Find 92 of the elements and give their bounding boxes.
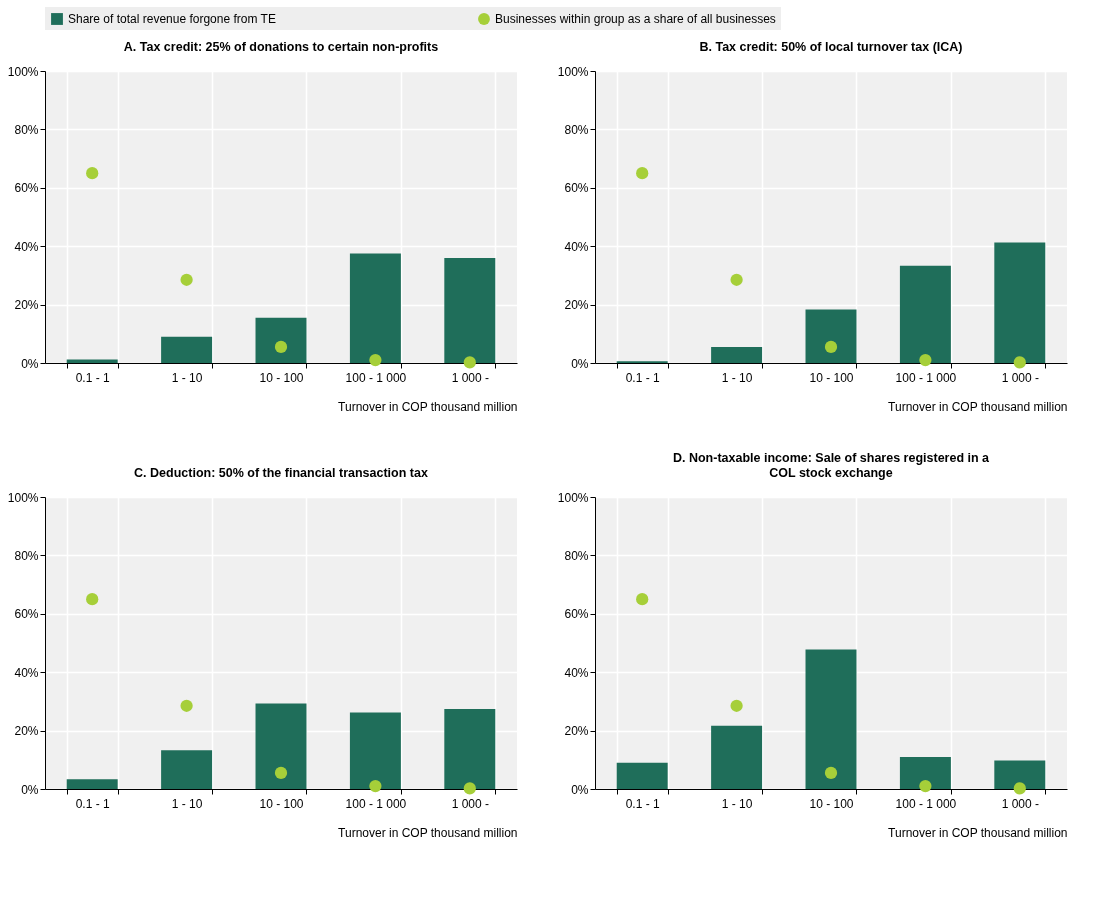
bar — [444, 257, 496, 363]
y-tick-label: 40% — [14, 239, 39, 254]
x-tick-label: 100 - 1 000 — [895, 370, 957, 385]
point — [369, 779, 382, 793]
x-tick-label: 1 000 - — [1001, 796, 1039, 811]
point — [274, 766, 288, 780]
y-tick-label: 20% — [564, 724, 589, 739]
y-tick-label: 40% — [564, 239, 589, 254]
bar — [444, 708, 496, 789]
legend-label: Share of total revenue forgone from TE — [68, 12, 276, 26]
point — [730, 699, 743, 712]
y-tick-label: 80% — [14, 548, 39, 563]
bar — [994, 760, 1046, 789]
bar — [66, 779, 118, 789]
point — [86, 167, 99, 180]
y-tick-label: 80% — [564, 548, 589, 563]
y-tick-label: 20% — [14, 724, 39, 739]
point — [730, 273, 743, 286]
point — [463, 356, 476, 369]
x-tick-label: 1 000 - — [451, 796, 489, 811]
x-tick-label: 1 - 10 — [171, 370, 203, 385]
y-tick-label: 60% — [564, 607, 589, 622]
x-tick-label: 10 - 100 — [259, 370, 304, 385]
x-tick-label: 1 000 - — [1001, 370, 1039, 385]
bar — [899, 265, 951, 363]
x-tick-label: 0.1 - 1 — [75, 796, 111, 811]
bar — [616, 762, 668, 789]
bar — [349, 253, 401, 363]
chart-title: A. Tax credit: 25% of donations to certain non-profits — [123, 39, 439, 54]
point — [180, 699, 193, 712]
bar — [66, 359, 118, 363]
point — [463, 782, 476, 795]
y-tick-label: 80% — [564, 122, 589, 137]
y-tick-label: 0% — [21, 782, 39, 797]
y-tick-label: 100% — [7, 490, 39, 505]
point — [180, 273, 193, 286]
legend-label: Businesses within group as a share of all businesses — [495, 12, 776, 26]
point — [824, 340, 838, 354]
chart-title: B. Tax credit: 50% of local turnover tax (ICA) — [699, 39, 963, 54]
y-tick-label: 80% — [14, 122, 39, 137]
y-tick-label: 100% — [557, 490, 589, 505]
x-tick-label: 10 - 100 — [259, 796, 304, 811]
x-tick-label: 10 - 100 — [809, 370, 854, 385]
bar — [805, 309, 857, 363]
y-tick-label: 60% — [564, 181, 589, 196]
point — [919, 779, 932, 793]
y-tick-label: 60% — [14, 181, 39, 196]
bar — [161, 750, 213, 789]
point — [636, 593, 649, 606]
bar — [994, 242, 1046, 363]
x-axis-title: Turnover in COP thousand million — [338, 399, 518, 414]
point — [1013, 782, 1026, 795]
bar — [711, 725, 763, 789]
x-axis-title: Turnover in COP thousand million — [888, 399, 1068, 414]
point — [86, 593, 99, 606]
y-tick-label: 40% — [14, 665, 39, 680]
bar — [255, 703, 307, 789]
y-tick-label: 100% — [557, 64, 589, 79]
x-axis-title: Turnover in COP thousand million — [338, 825, 518, 840]
x-tick-label: 1 000 - — [451, 370, 489, 385]
x-axis-title: Turnover in COP thousand million — [888, 825, 1068, 840]
x-tick-label: 100 - 1 000 — [345, 370, 407, 385]
y-tick-label: 60% — [14, 607, 39, 622]
point — [636, 167, 649, 180]
y-tick-label: 20% — [14, 298, 39, 313]
x-tick-label: 10 - 100 — [809, 796, 854, 811]
bar — [899, 756, 951, 789]
y-tick-label: 0% — [571, 782, 589, 797]
bar — [711, 346, 763, 363]
x-tick-label: 1 - 10 — [171, 796, 203, 811]
point — [369, 353, 382, 367]
y-tick-label: 100% — [7, 64, 39, 79]
x-tick-label: 1 - 10 — [721, 796, 753, 811]
x-tick-label: 0.1 - 1 — [625, 370, 661, 385]
bar — [805, 649, 857, 789]
bar — [161, 336, 213, 363]
point — [1013, 356, 1026, 369]
bar — [255, 317, 307, 363]
x-tick-label: 0.1 - 1 — [75, 370, 111, 385]
chart-title: C. Deduction: 50% of the financial transaction tax — [134, 465, 428, 480]
point — [919, 353, 932, 367]
x-tick-label: 100 - 1 000 — [895, 796, 957, 811]
point — [824, 766, 838, 780]
y-tick-label: 0% — [571, 356, 589, 371]
y-tick-label: 20% — [564, 298, 589, 313]
y-tick-label: 0% — [21, 356, 39, 371]
y-tick-label: 40% — [564, 665, 589, 680]
bar — [349, 712, 401, 789]
x-tick-label: 0.1 - 1 — [625, 796, 661, 811]
chart-title: D. Non-taxable income: Sale of shares registered in a COL stock exchange — [672, 451, 991, 480]
x-tick-label: 1 - 10 — [721, 370, 753, 385]
x-tick-label: 100 - 1 000 — [345, 796, 407, 811]
